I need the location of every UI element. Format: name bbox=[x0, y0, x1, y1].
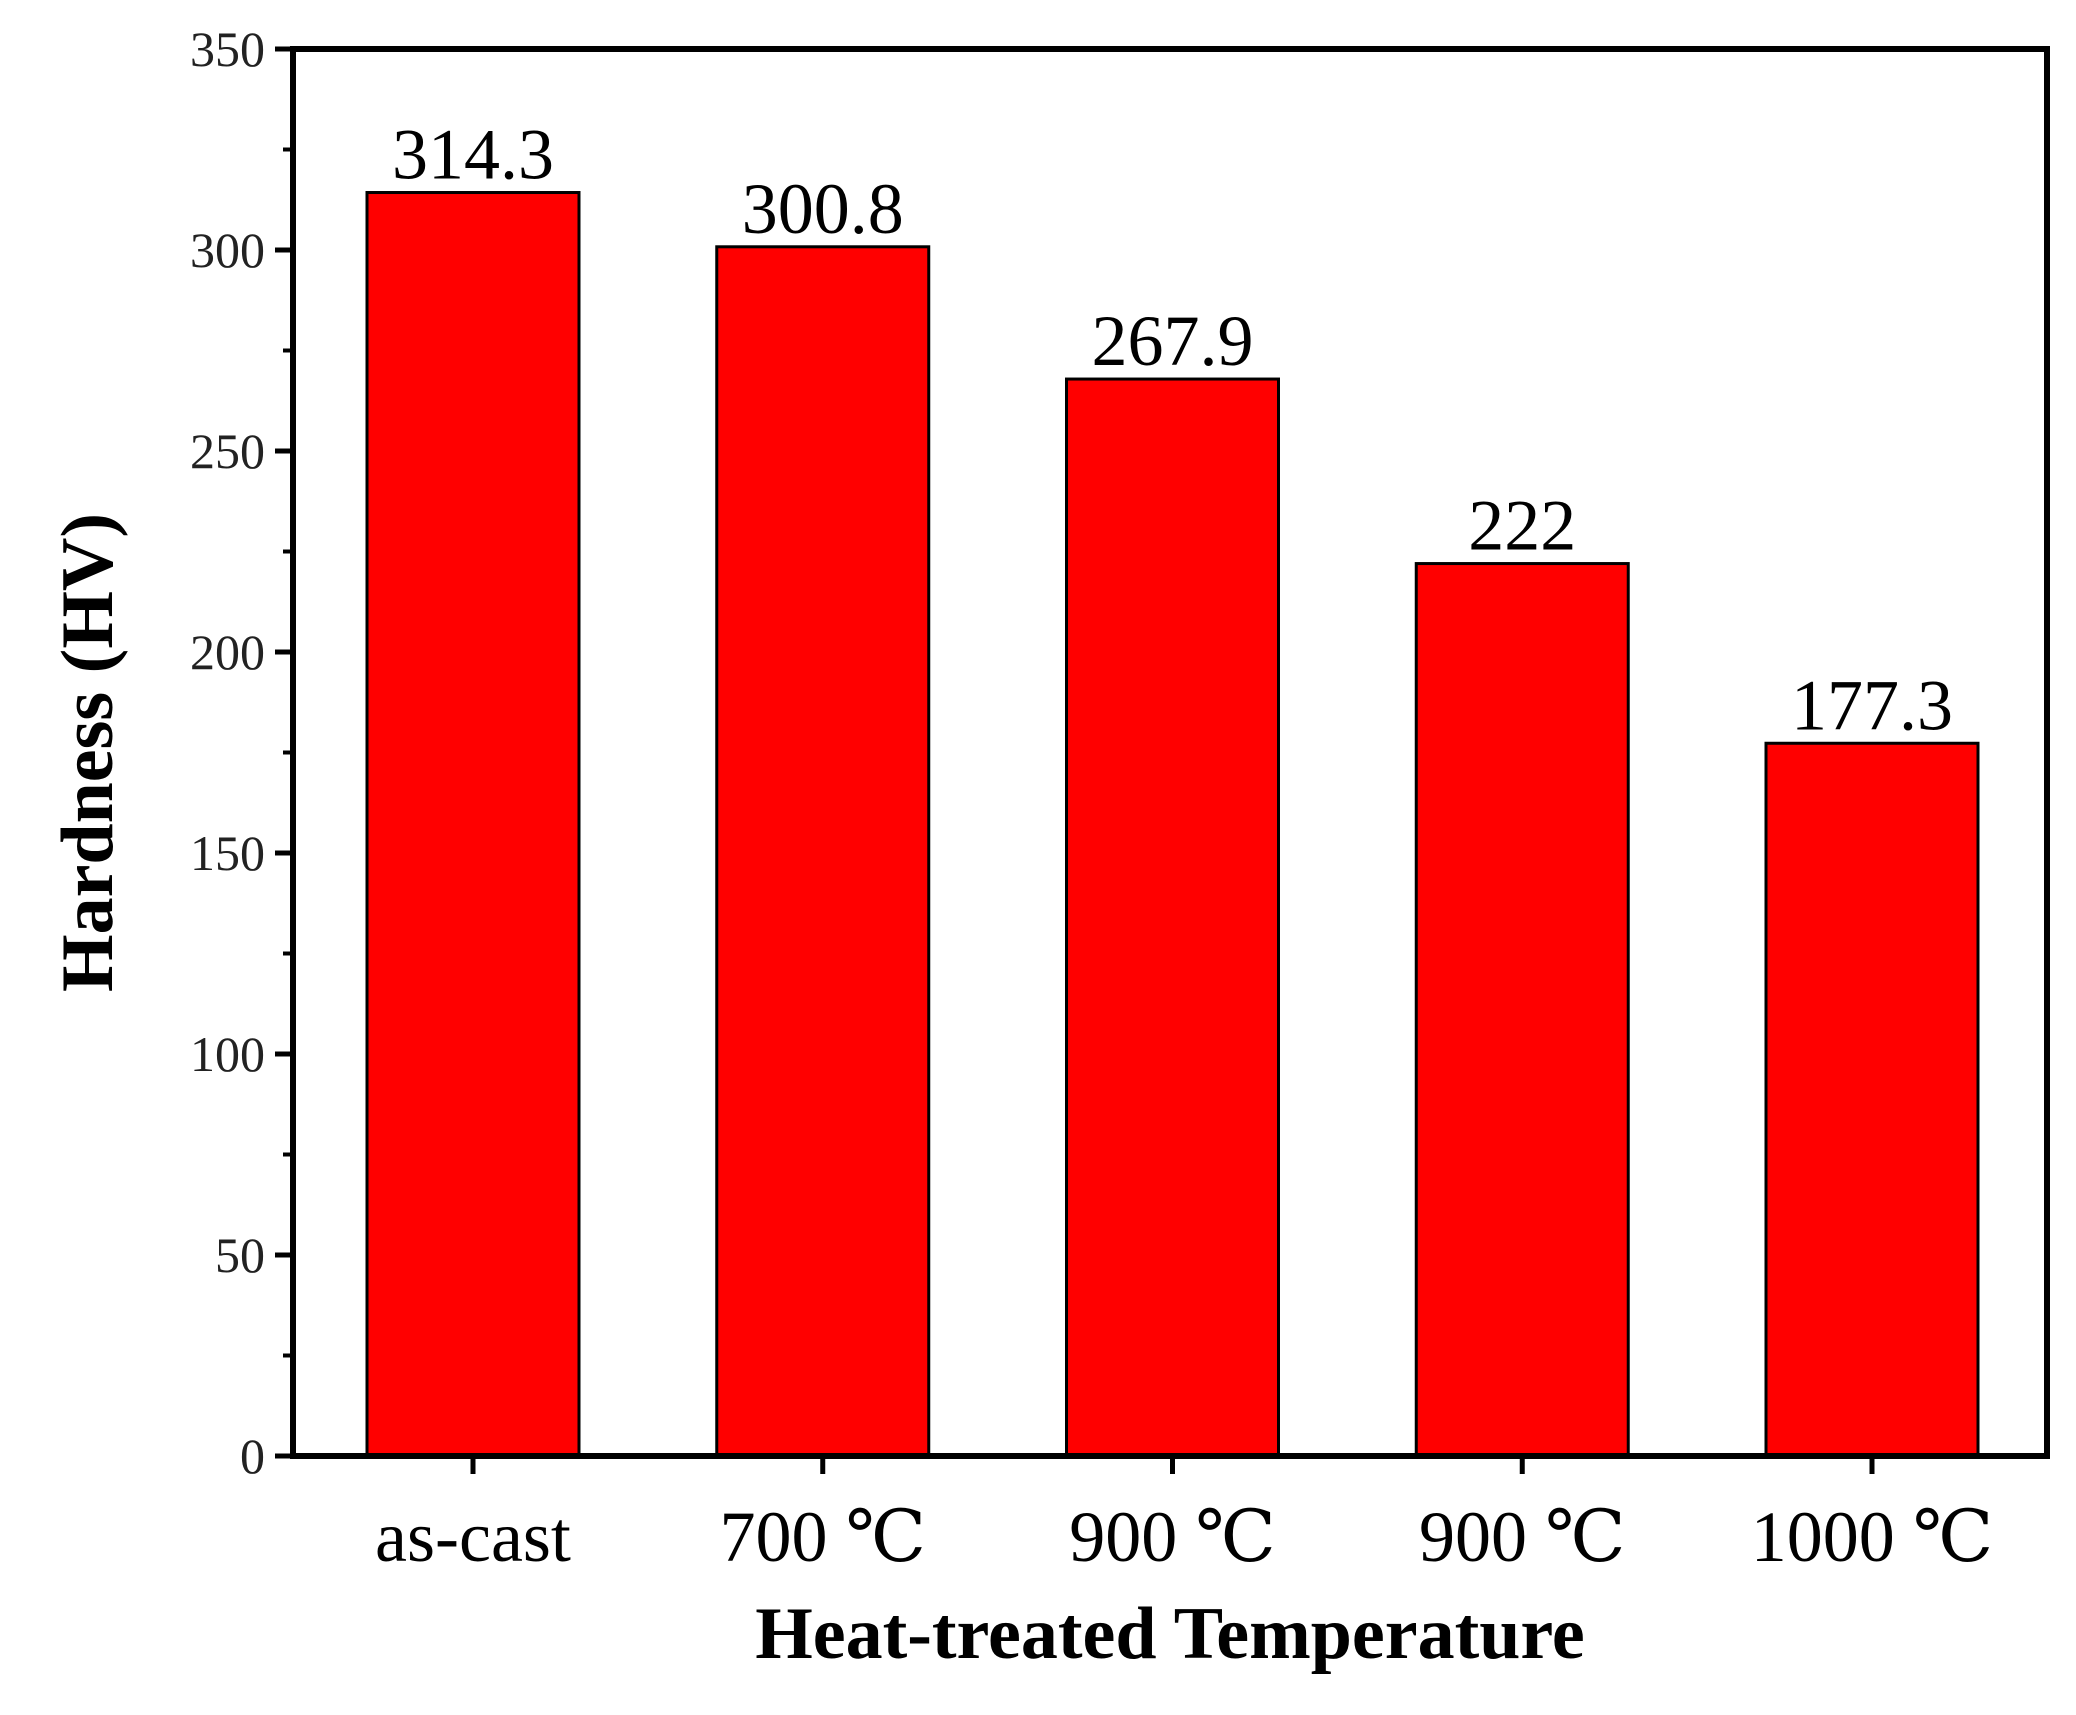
x-tick-label: as-cast bbox=[375, 1497, 571, 1577]
x-axis-title: Heat-treated Temperature bbox=[755, 1593, 1585, 1675]
y-tick-label: 150 bbox=[190, 825, 265, 881]
y-tick-label: 300 bbox=[190, 222, 265, 278]
bar bbox=[1414, 562, 1630, 1458]
bar-value-label: 314.3 bbox=[392, 115, 554, 195]
plot-frame bbox=[290, 46, 2050, 1459]
bar bbox=[365, 191, 581, 1458]
bar bbox=[1065, 377, 1280, 1458]
bar-value-label: 177.3 bbox=[1791, 665, 1953, 745]
bar-value-label: 222 bbox=[1468, 486, 1576, 566]
y-tick-label: 0 bbox=[240, 1428, 265, 1484]
x-tick-label: 900 ℃ bbox=[1419, 1497, 1626, 1577]
bar bbox=[715, 245, 931, 1458]
x-tick-label: 700 ℃ bbox=[719, 1497, 926, 1577]
y-tick-label: 50 bbox=[215, 1227, 265, 1283]
value-labels: 314.3 300.8 267.9 222 177.3 bbox=[392, 115, 1953, 746]
y-tick-label: 250 bbox=[190, 423, 265, 479]
y-axis-ticks: 0 50 100 150 200 250 300 350 bbox=[190, 21, 293, 1484]
bar bbox=[1764, 741, 1980, 1458]
y-tick-label: 350 bbox=[190, 21, 265, 77]
y-tick-label: 100 bbox=[190, 1026, 265, 1082]
bar-value-label: 267.9 bbox=[1092, 301, 1254, 381]
x-tick-label: 1000 ℃ bbox=[1751, 1497, 1994, 1577]
bars bbox=[365, 191, 1980, 1458]
category-labels: as-cast 700 ℃ 900 ℃ 900 ℃ 1000 ℃ bbox=[375, 1497, 1993, 1577]
y-tick-label: 200 bbox=[190, 624, 265, 680]
y-axis-title: Hardness (HV) bbox=[47, 513, 129, 992]
x-tick-label: 900 ℃ bbox=[1069, 1497, 1276, 1577]
bar-value-label: 300.8 bbox=[742, 169, 904, 249]
